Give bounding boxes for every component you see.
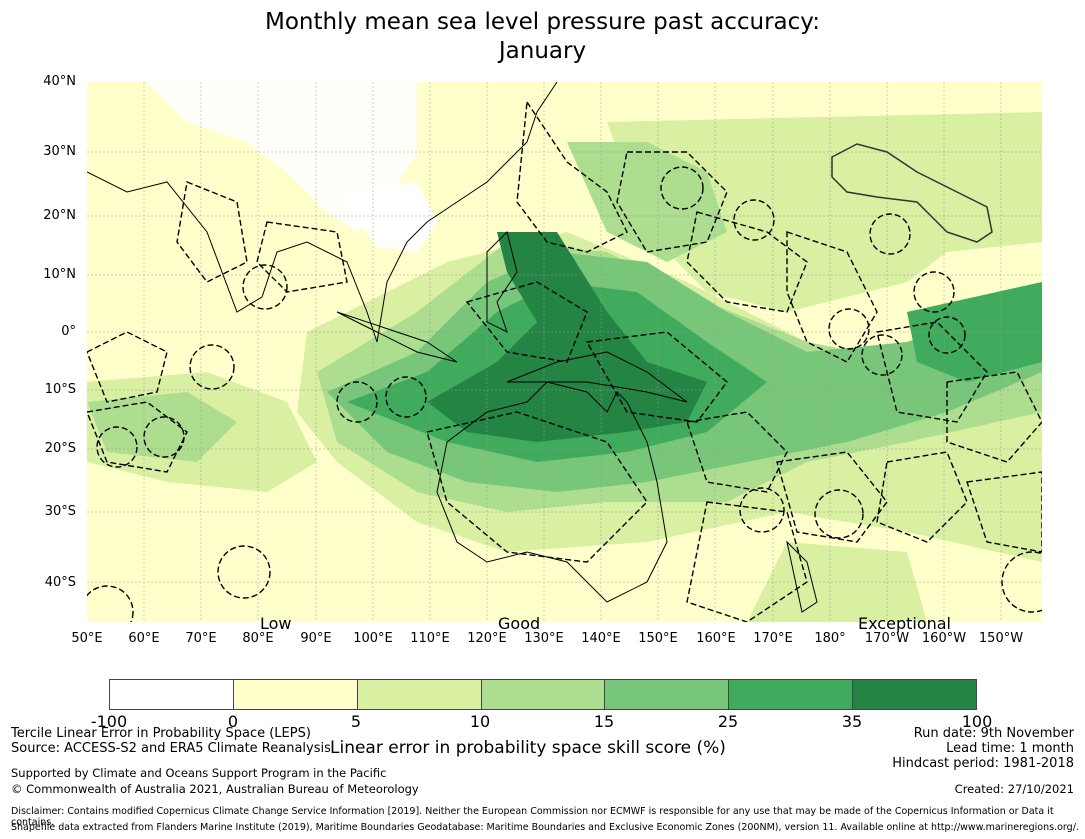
eez-circles xyxy=(87,166,1042,622)
new-guinea-coastline xyxy=(506,351,688,403)
colorbar-tick: 5 xyxy=(350,712,362,731)
lon-label: 170°W xyxy=(864,631,910,646)
lon-label: 160°W xyxy=(921,631,967,646)
method-text: Tercile Linear Error in Probability Spac… xyxy=(11,726,311,741)
colorbar-segment xyxy=(853,680,977,709)
lon-label: 90°E xyxy=(300,631,332,646)
lon-label: 180° xyxy=(814,631,846,646)
hawaii-eez-outline xyxy=(831,143,993,243)
lon-label: 120°E xyxy=(467,631,507,646)
copyright-text: © Commonwealth of Australia 2021, Austra… xyxy=(11,782,419,796)
eez-boundaries xyxy=(87,99,1042,622)
colorbar-segment xyxy=(729,680,854,709)
hindcast-period: Hindcast period: 1981-2018 xyxy=(892,756,1074,771)
colorbar-tick: 25 xyxy=(717,712,739,731)
colorbar-tick: 15 xyxy=(593,712,615,731)
lat-label: 10°S xyxy=(44,382,76,397)
lon-label: 50°E xyxy=(71,631,103,646)
lon-label: 150°W xyxy=(978,631,1024,646)
chart-title: Monthly mean sea level pressure past acc… xyxy=(0,8,1085,66)
colorbar-tick: 10 xyxy=(469,712,491,731)
coastlines xyxy=(87,82,818,613)
title-line-2: January xyxy=(498,38,587,64)
colorbar-segment xyxy=(233,680,358,709)
run-date: Run date: 9th November xyxy=(913,726,1074,741)
colorbar-label: Linear error in probability space skill … xyxy=(330,738,726,758)
skill-band-10-15-west xyxy=(87,392,237,462)
category-low: Low xyxy=(260,614,292,633)
lon-label: 140°E xyxy=(581,631,621,646)
lon-label: 100°E xyxy=(353,631,393,646)
lon-label: 130°E xyxy=(524,631,564,646)
category-good: Good xyxy=(498,614,541,633)
lat-label: 30°N xyxy=(43,144,76,159)
skill-band-5-10-north xyxy=(607,112,1042,312)
created-date: Created: 27/10/2021 xyxy=(954,782,1074,796)
australia-coastline xyxy=(436,381,668,603)
lat-label: 40°N xyxy=(43,74,76,89)
lon-label: 60°E xyxy=(128,631,160,646)
colorbar-segment xyxy=(110,680,234,709)
shapefile-text: Shapefile data extracted from Flanders M… xyxy=(11,822,1079,833)
lat-label: 0° xyxy=(61,324,76,339)
colorbar-tick: 0 xyxy=(227,712,239,731)
sumatra-java-coastline xyxy=(336,311,458,363)
lon-label: 160°E xyxy=(696,631,736,646)
colorbar-segment xyxy=(481,680,606,709)
skill-band-35-100 xyxy=(427,232,707,442)
disclaimer-text: Disclaimer: Contains modified Copernicus… xyxy=(11,806,1054,828)
lat-label: 40°S xyxy=(44,575,76,590)
source-text: Source: ACCESS-S2 and ERA5 Climate Reana… xyxy=(11,741,331,756)
colorbar-tick: 35 xyxy=(841,712,863,731)
support-text: Supported by Climate and Oceans Support … xyxy=(11,766,387,780)
colorbar-tick: -100 xyxy=(90,712,128,731)
title-line-1: Monthly mean sea level pressure past acc… xyxy=(265,9,820,35)
skill-band-10-15-north xyxy=(567,142,727,262)
lon-label: 150°E xyxy=(638,631,678,646)
lon-label: 110°E xyxy=(410,631,450,646)
lon-label: 80°E xyxy=(242,631,274,646)
graticule xyxy=(87,82,1042,622)
lat-label: 20°N xyxy=(43,208,76,223)
negative-skill-region-2 xyxy=(337,182,437,252)
lon-label: 70°E xyxy=(185,631,217,646)
map-canvas xyxy=(87,82,1042,622)
lat-label: 20°S xyxy=(44,441,76,456)
philippines-coastline xyxy=(486,231,518,333)
skill-band-25-35-east xyxy=(907,282,1042,382)
colorbar-segment xyxy=(605,680,730,709)
lon-label: 170°E xyxy=(753,631,793,646)
colorbar-segment xyxy=(357,680,482,709)
colorbar xyxy=(109,679,977,710)
lat-label: 30°S xyxy=(44,504,76,519)
asia-coastline xyxy=(87,82,558,343)
lead-time: Lead time: 1 month xyxy=(946,741,1074,756)
skill-map xyxy=(87,82,1042,622)
category-exceptional: Exceptional xyxy=(858,614,951,633)
colorbar-tick: 100 xyxy=(961,712,993,731)
lat-label: 10°N xyxy=(43,267,76,282)
